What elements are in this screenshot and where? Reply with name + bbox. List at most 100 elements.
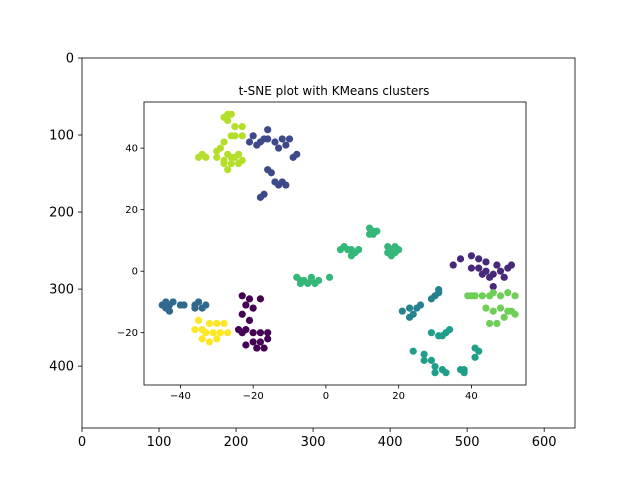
scatter-point — [245, 138, 254, 146]
cluster-9-points — [191, 316, 232, 346]
scatter-point — [478, 292, 486, 300]
scatter-point — [486, 319, 494, 328]
outer-x-tick-label: 0 — [78, 435, 86, 450]
scatter-point — [355, 246, 363, 254]
scatter-point — [493, 261, 501, 269]
outer-y-tick-label: 200 — [49, 206, 74, 221]
scatter-point — [242, 301, 250, 309]
scatter-point — [471, 353, 479, 361]
scatter-point — [220, 159, 228, 168]
cluster-2-points — [245, 126, 301, 201]
tsne-scatter-plot: t-SNE plot with KMeans clusters −40 −20 0 2… — [117, 84, 527, 402]
scatter-point — [213, 319, 221, 328]
scatter-point — [475, 264, 483, 272]
scatter-point — [198, 150, 206, 158]
inner-y-tick-label: 40 — [125, 144, 138, 155]
scatter-point — [285, 135, 294, 143]
scatter-point — [191, 304, 199, 312]
cluster-3-points — [158, 298, 210, 315]
inner-axes-frame — [143, 101, 527, 386]
scatter-point — [227, 110, 235, 118]
scatter-point — [504, 289, 512, 297]
scatter-point — [398, 307, 406, 315]
inner-y-ticks: −20 0 20 40 — [117, 144, 144, 339]
scatter-point — [238, 132, 246, 140]
scatter-point — [486, 273, 494, 281]
inner-y-tick-label: 0 — [132, 267, 138, 278]
scatter-point — [405, 313, 414, 321]
scatter-point — [198, 304, 206, 312]
scatter-point — [478, 270, 486, 278]
scatter-point — [420, 356, 428, 364]
scatter-point — [238, 123, 246, 131]
scatter-point — [264, 126, 272, 134]
scatter-point — [260, 344, 268, 352]
outer-y-tick-label: 100 — [49, 129, 74, 144]
scatter-point — [489, 307, 497, 315]
scatter-point — [420, 350, 428, 358]
outer-x-ticks: 0 100 200 300 400 500 600 — [78, 428, 557, 450]
scatter-point — [431, 369, 439, 377]
scatter-point — [220, 138, 228, 146]
cluster-4-points — [398, 286, 443, 321]
cluster-1-points — [449, 252, 516, 291]
scatter-point — [500, 273, 508, 281]
scatter-point — [256, 338, 265, 346]
outer-x-tick-label: 500 — [455, 435, 480, 450]
scatter-point — [216, 329, 224, 337]
scatter-point — [511, 292, 519, 300]
scatter-point — [264, 329, 272, 337]
scatter-point — [245, 316, 254, 325]
scatter-point — [293, 150, 301, 158]
scatter-point — [264, 335, 272, 343]
scatter-point — [340, 242, 348, 251]
scatter-point — [209, 329, 217, 337]
scatter-point — [416, 301, 425, 309]
scatter-point — [205, 319, 214, 328]
cluster-8-points — [194, 110, 246, 174]
inner-y-tick-label: 20 — [125, 205, 138, 216]
chart-title: t-SNE plot with KMeans clusters — [239, 84, 430, 98]
scatter-point — [475, 255, 483, 263]
scatter-point — [325, 273, 334, 281]
scatter-point — [275, 144, 283, 152]
scatter-point — [213, 335, 221, 343]
scatter-point — [213, 153, 221, 161]
scatter-point — [282, 181, 290, 189]
scatter-point — [191, 326, 199, 334]
scatter-point — [264, 135, 272, 143]
scatter-point — [198, 335, 206, 343]
scatter-point — [213, 147, 221, 155]
scatter-point — [496, 267, 505, 275]
scatter-point — [493, 319, 501, 328]
scatter-point — [227, 159, 235, 168]
outer-y-tick-label: 0 — [66, 52, 74, 67]
scatter-point — [194, 298, 203, 306]
scatter-point — [282, 141, 290, 149]
scatter-point — [231, 132, 239, 140]
scatter-point — [224, 166, 232, 174]
scatter-point — [446, 326, 454, 334]
inner-x-tick-label: 40 — [465, 391, 478, 402]
scatter-point — [202, 329, 210, 337]
scatter-point — [253, 141, 261, 149]
scatter-point — [489, 282, 497, 291]
scatter-point — [427, 329, 436, 337]
outer-y-tick-label: 300 — [49, 283, 74, 298]
scatter-point — [456, 255, 465, 263]
cluster-0-points — [234, 292, 272, 352]
scatter-point — [256, 295, 265, 303]
scatter-point — [438, 332, 446, 340]
scatter-point — [234, 159, 243, 168]
scatter-point — [365, 224, 374, 232]
inner-x-tick-label: −40 — [170, 391, 191, 402]
scatter-point — [496, 292, 505, 300]
scatter-point — [409, 347, 417, 355]
inner-x-tick-label: 0 — [323, 391, 329, 402]
scatter-point — [507, 307, 516, 315]
scatter-point — [278, 135, 286, 143]
scatter-point — [471, 292, 479, 300]
scatter-point — [275, 181, 283, 189]
scatter-point — [169, 298, 177, 306]
inner-x-ticks: −40 −20 0 20 40 — [170, 385, 478, 402]
